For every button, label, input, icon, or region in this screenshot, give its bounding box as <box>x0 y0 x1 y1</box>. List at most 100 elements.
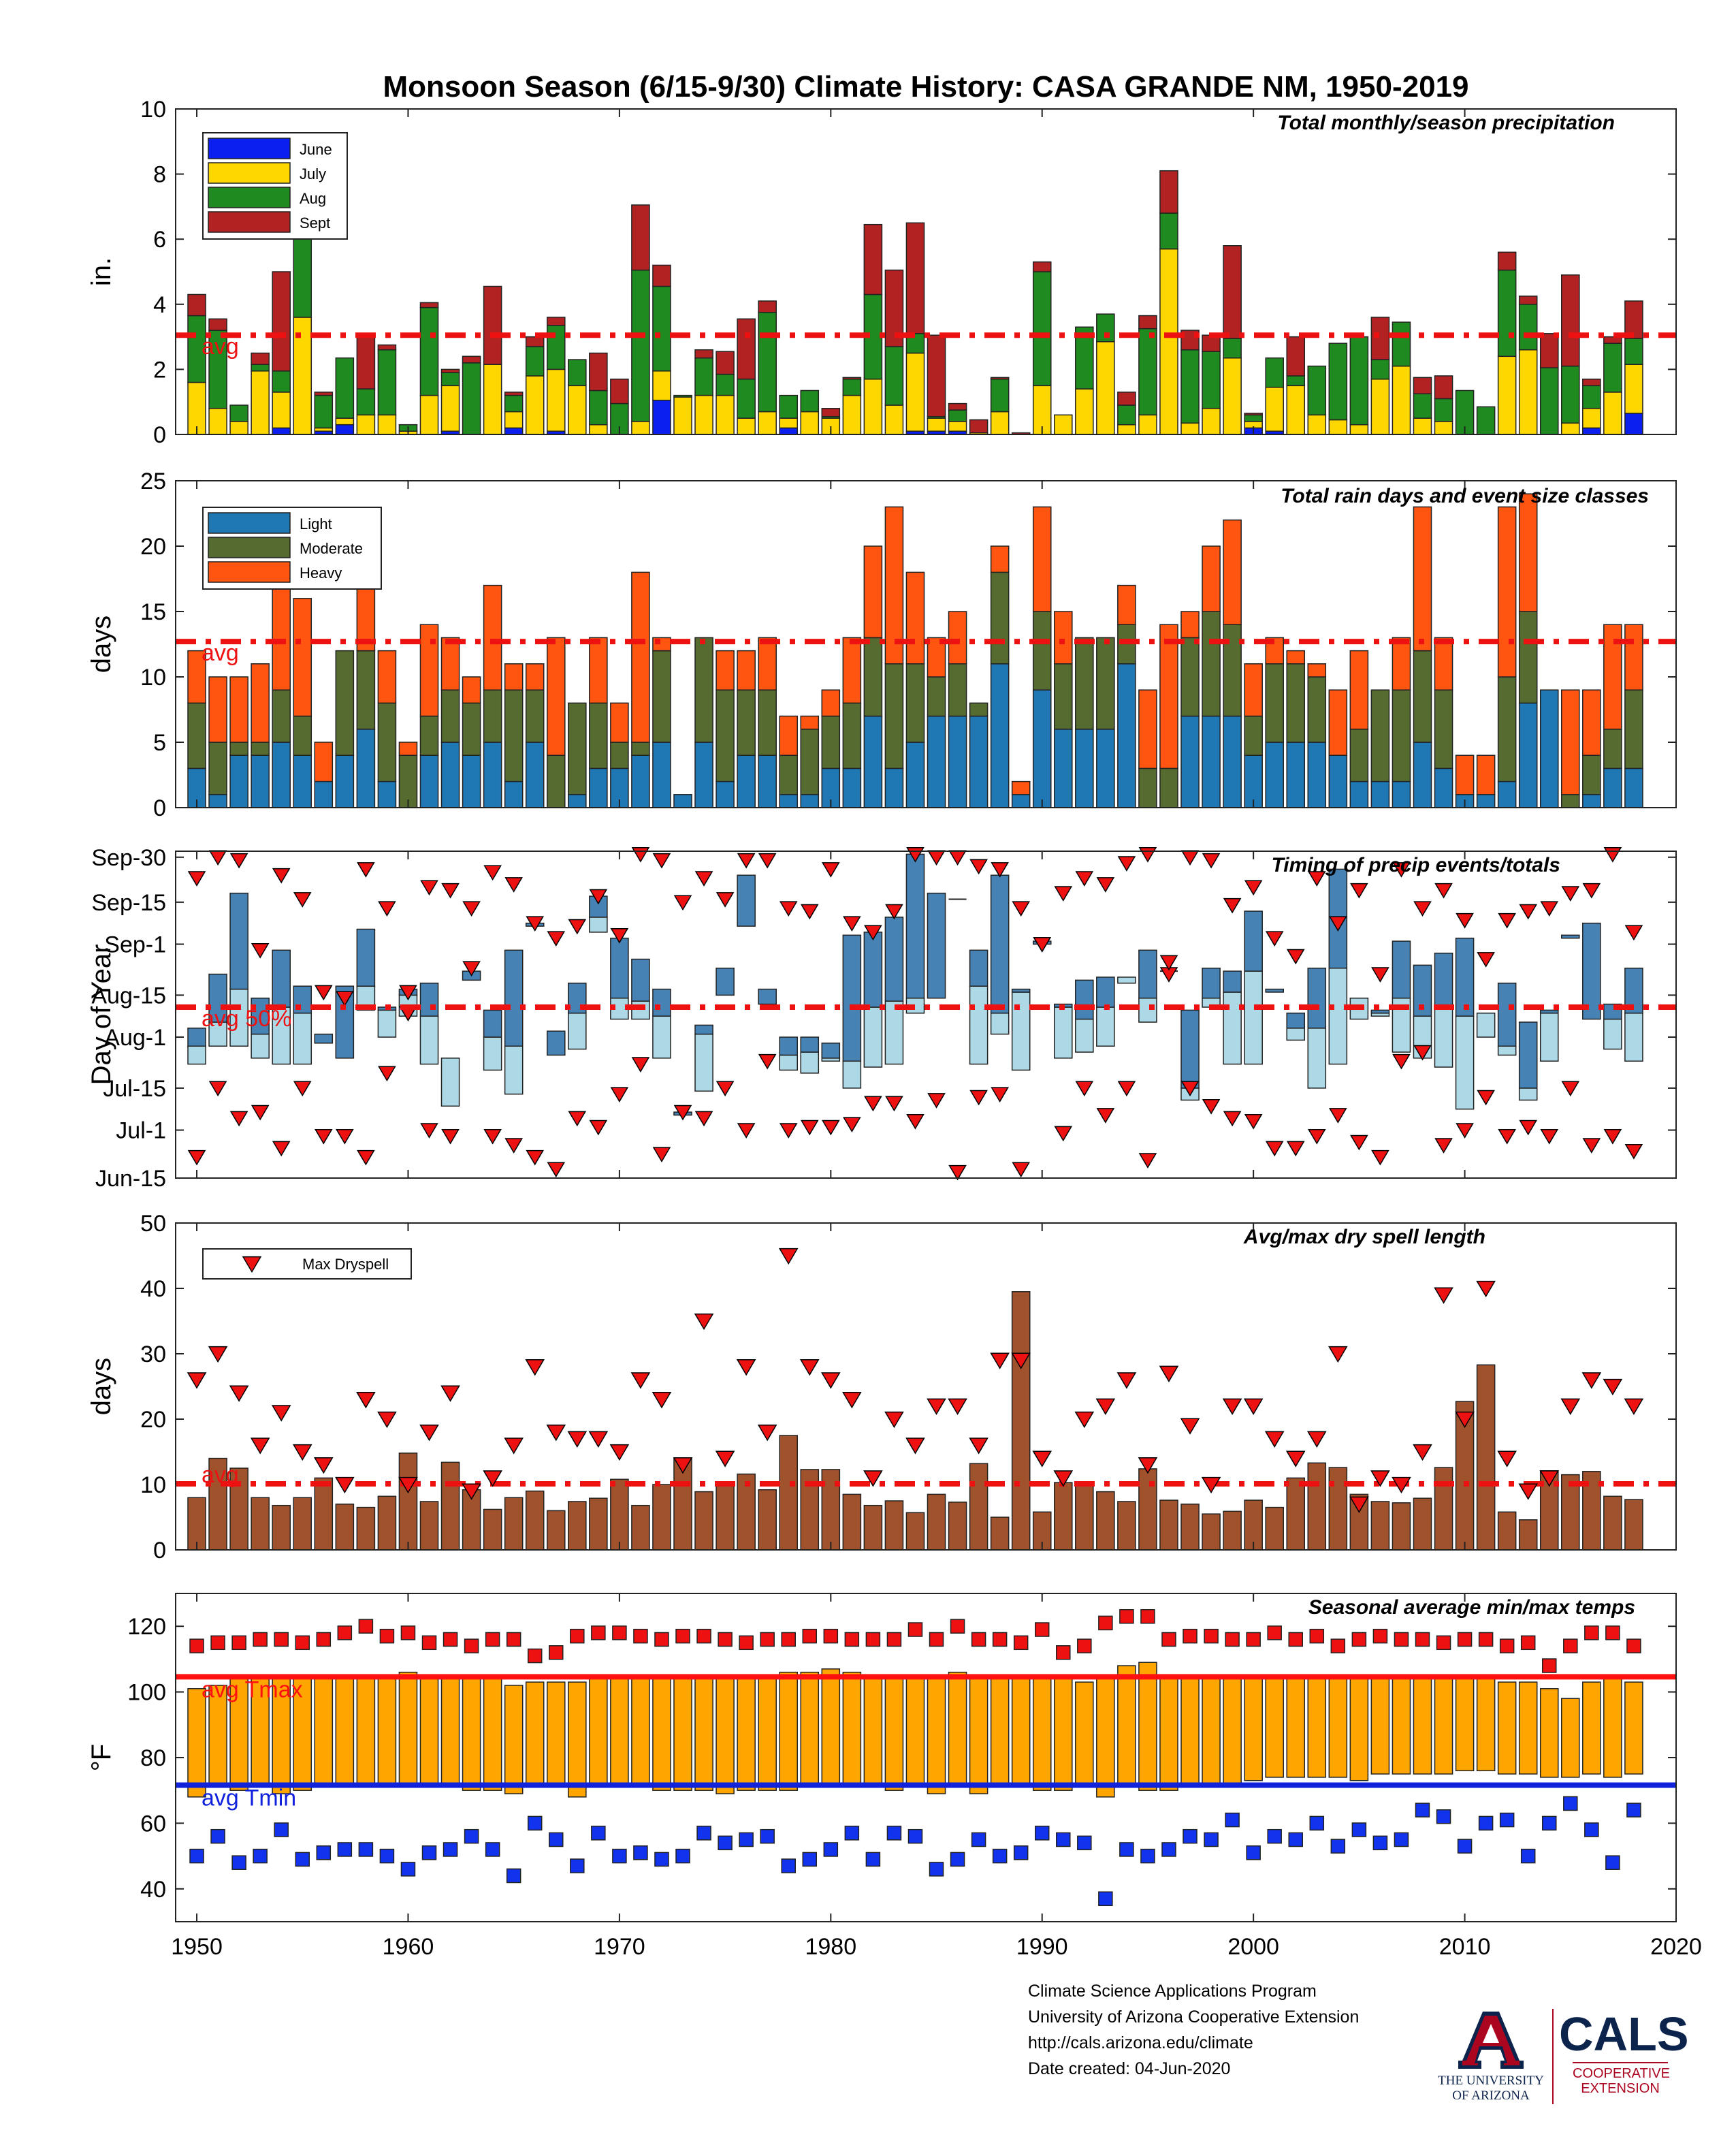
timing-box-lower <box>779 1054 799 1071</box>
avg-dry-spell-bar <box>483 1508 502 1551</box>
rain-days-bar-heavy <box>1159 624 1178 769</box>
max-temp-marker <box>1034 1622 1050 1637</box>
first-event-marker <box>272 1141 291 1157</box>
rain-days-bar-light <box>1011 794 1031 808</box>
precip-bar-aug <box>377 349 397 416</box>
rain-days-bar-light <box>1307 742 1327 808</box>
precip-bar-aug <box>1624 338 1643 365</box>
max-temp-marker <box>1119 1608 1134 1624</box>
rain-days-bar-light <box>1053 729 1073 808</box>
max-temp-marker <box>971 1632 986 1647</box>
rain-days-bar-heavy <box>1286 650 1306 665</box>
min-temp-marker <box>549 1832 564 1847</box>
timing-box-upper <box>504 949 524 1047</box>
max-dry-spell-marker <box>990 1352 1010 1369</box>
rain-days-bar-heavy <box>884 506 904 665</box>
rain-days-bar-light <box>483 742 502 808</box>
timing-box-lower <box>1518 1088 1538 1101</box>
temp-range-bar <box>1370 1678 1390 1775</box>
avg-dry-spell-bar <box>187 1497 206 1551</box>
temp-range-bar <box>377 1674 397 1788</box>
precip-bar-aug <box>1539 367 1559 435</box>
avg-dry-spell-bar <box>990 1517 1010 1551</box>
first-event-marker <box>1180 1081 1200 1097</box>
first-event-marker <box>1117 1081 1136 1097</box>
rain-days-bar-light <box>462 755 481 808</box>
max-temp-marker <box>1267 1625 1282 1640</box>
timing-box-upper <box>1434 952 1453 1008</box>
max-dry-spell-marker <box>652 1392 672 1409</box>
avg-dry-spell-bar <box>905 1512 925 1551</box>
last-event-marker <box>673 895 692 911</box>
precip-bar-sept <box>652 264 671 287</box>
avg-dry-spell-bar <box>1117 1501 1136 1551</box>
temp-range-bar <box>398 1671 418 1785</box>
avg-dry-spell-bar <box>504 1497 524 1551</box>
x-tick-label: 1990 <box>1016 1934 1068 1960</box>
timing-box-lower <box>1011 991 1031 1071</box>
temp-range-bar <box>525 1681 545 1788</box>
max-temp-marker <box>400 1625 416 1640</box>
timing-box-lower <box>652 1015 671 1059</box>
precip-bar-july <box>905 352 925 432</box>
last-event-marker <box>969 859 988 875</box>
legend-entry: Aug <box>300 190 326 207</box>
temp-range-bar <box>821 1668 841 1788</box>
temp-range-bar <box>1328 1678 1348 1778</box>
footer-line-url[interactable]: http://cals.arizona.edu/climate <box>1028 2033 1253 2052</box>
max-temp-marker <box>485 1632 500 1647</box>
min-temp-marker <box>1056 1832 1071 1847</box>
precip-bar-aug <box>1582 385 1601 409</box>
timing-box-lower <box>187 1045 206 1065</box>
temp-range-bar <box>1053 1678 1073 1791</box>
first-event-marker <box>187 1149 206 1166</box>
precip-bar-july <box>335 417 355 426</box>
rain-days-bar-heavy <box>1582 689 1601 756</box>
timing-box-upper <box>779 1036 799 1056</box>
max-dry-spell-marker <box>377 1411 397 1429</box>
max-dry-spell-marker <box>1074 1411 1095 1429</box>
university-of-arizona-logo: THE UNIVERSITY OF ARIZONA <box>1423 2009 1559 2104</box>
precip-bar-sept <box>589 352 608 392</box>
timing-box-lower <box>568 1013 587 1050</box>
max-dry-spell-marker <box>250 1438 270 1455</box>
first-event-marker <box>441 1128 460 1145</box>
max-dry-spell-marker <box>1201 1476 1221 1494</box>
max-dry-spell-marker <box>1306 1431 1327 1448</box>
timing-box-upper <box>652 988 671 1017</box>
precip-bar-july <box>1518 349 1538 435</box>
min-temp-marker <box>907 1828 923 1844</box>
max-dry-spell-marker <box>1159 1365 1179 1382</box>
precip-bar-aug <box>1307 365 1327 416</box>
precip-bar-july <box>1053 414 1073 435</box>
rain-days-bar-light <box>293 755 312 808</box>
last-event-marker <box>1012 901 1031 917</box>
temp-range-bar <box>1392 1678 1411 1775</box>
temp-range-bar <box>1561 1698 1580 1778</box>
y-tick-label: Jul-1 <box>116 1118 166 1144</box>
last-event-marker <box>1603 847 1622 863</box>
first-event-marker <box>652 1147 671 1163</box>
precip-bar-aug <box>884 346 904 406</box>
temp-range-bar <box>884 1678 904 1791</box>
last-event-marker <box>1434 883 1453 899</box>
avg-dry-spell-bar <box>335 1504 355 1551</box>
first-event-marker <box>589 1120 608 1136</box>
panel-subtitle: Timing of precip events/totals <box>1271 854 1560 876</box>
last-event-marker <box>1180 850 1200 866</box>
max-dry-spell-marker <box>969 1438 988 1455</box>
timing-box-lower <box>1075 1018 1094 1053</box>
precip-bar-july <box>187 381 206 435</box>
rain-days-bar-heavy <box>779 715 799 756</box>
rain-days-bar-light <box>716 780 735 808</box>
rain-days-bar-heavy <box>737 650 756 690</box>
timing-box-upper <box>187 1028 206 1047</box>
min-temp-marker <box>1372 1835 1388 1851</box>
max-temp-marker <box>929 1632 944 1647</box>
temp-range-bar <box>1117 1665 1136 1788</box>
temp-range-bar <box>504 1685 524 1794</box>
timing-box-upper <box>1223 970 1242 993</box>
climate-history-figure: Monsoon Season (6/15-9/30) Climate Histo… <box>86 70 1702 1960</box>
temp-range-bar <box>1096 1674 1115 1798</box>
timing-box-lower <box>969 985 988 1065</box>
